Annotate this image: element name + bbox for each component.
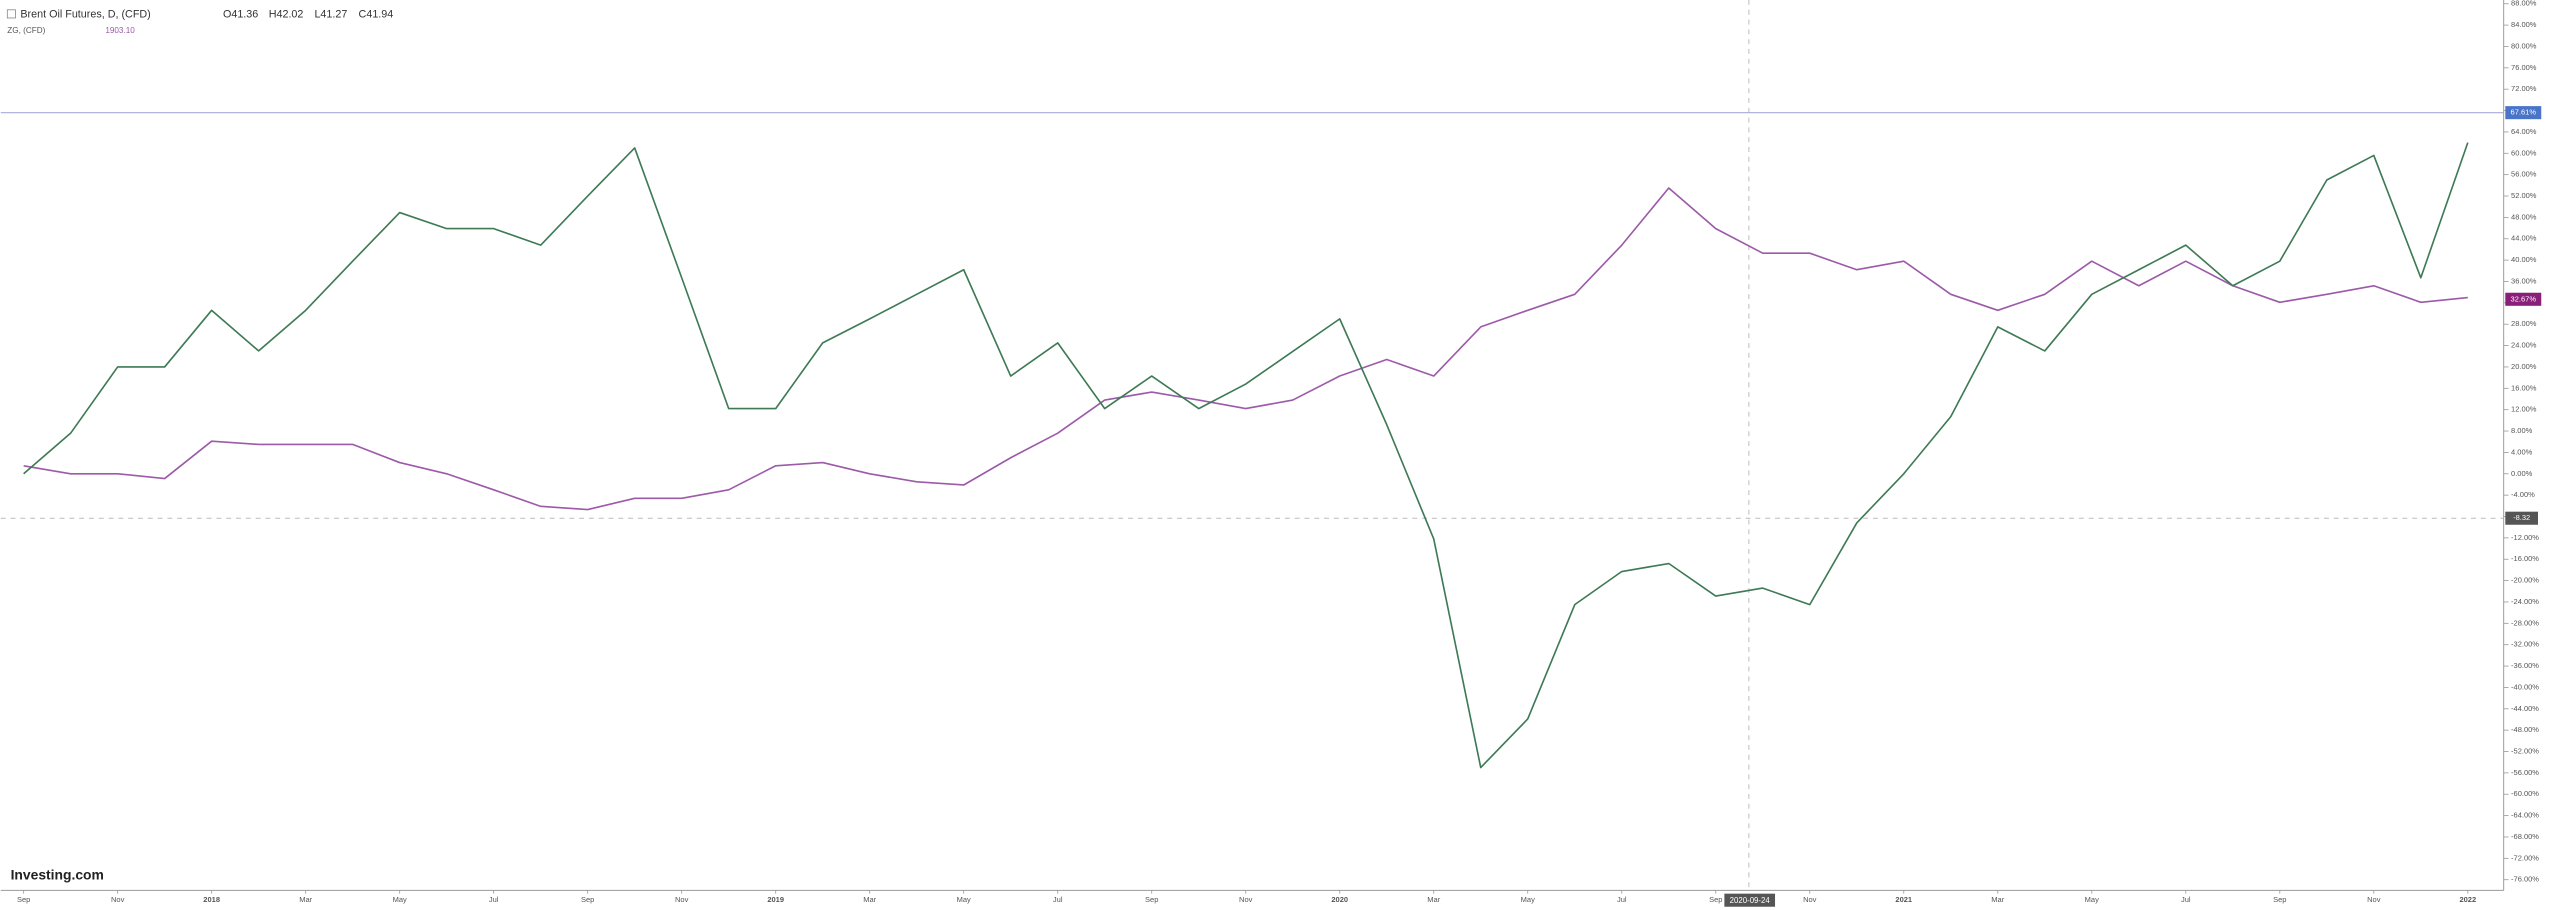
y-tick-label: -16.00% [2511,554,2539,563]
y-tick-label: -12.00% [2511,533,2539,542]
x-tick-label: Sep [1145,895,1158,904]
x-tick-label: Jul [1053,895,1063,904]
y-tick-label: 4.00% [2511,447,2533,456]
y-tick-label: 12.00% [2511,405,2537,414]
y-tick-label: -28.00% [2511,618,2539,627]
y-tick-label: -44.00% [2511,704,2539,713]
y-tick-label: 80.00% [2511,41,2537,50]
y-tick-label: -64.00% [2511,811,2539,820]
crosshair-x-badge [1724,893,1776,907]
x-tick-label: Sep [1709,895,1722,904]
y-tick-label: 48.00% [2511,212,2537,221]
ohlc-open: O41.36 [223,9,258,21]
y-tick-label: -52.00% [2511,747,2539,756]
last-value-label: 67.61% [2511,108,2537,117]
last-value-label: 32.67% [2511,294,2537,303]
y-tick-label: 8.00% [2511,426,2533,435]
last-value-badge [2505,292,2542,306]
y-tick-label: 28.00% [2511,319,2537,328]
chart-title: Brent Oil Futures, D, (CFD) [20,9,150,21]
x-tick-label: Mar [863,895,876,904]
crosshair-y-label: -8.32 [2513,513,2530,522]
y-tick-label: 72.00% [2511,84,2537,93]
y-tick-label: -56.00% [2511,768,2539,777]
x-tick-label: Mar [1427,895,1440,904]
ohlc-low: L41.27 [314,9,347,21]
x-tick-label: Nov [111,895,125,904]
subtitle-value: 1903.10 [105,26,135,35]
x-tick-label: Mar [299,895,312,904]
x-tick-label: Sep [17,895,30,904]
y-tick-label: 64.00% [2511,127,2537,136]
x-tick-label: Nov [1239,895,1253,904]
x-tick-label: Jul [489,895,499,904]
subtitle: ZG, (CFD) [7,26,45,35]
x-tick-label: May [957,895,971,904]
x-tick-label: May [393,895,407,904]
x-tick-label: 2022 [2459,895,2476,904]
x-tick-label: Jul [1617,895,1627,904]
y-tick-label: 88.00% [2511,0,2537,8]
x-tick-label: Nov [1803,895,1817,904]
x-tick-label: Jul [2181,895,2191,904]
y-tick-label: 40.00% [2511,255,2537,264]
x-tick-label: Sep [2273,895,2286,904]
crosshair-y-badge [2505,511,2538,525]
y-tick-label: 24.00% [2511,341,2537,350]
y-tick-label: -68.00% [2511,832,2539,841]
x-tick-label: Nov [2367,895,2381,904]
last-value-badge [2505,106,2542,120]
x-tick-label: Sep [581,895,594,904]
y-tick-label: 84.00% [2511,20,2537,29]
ohlc-close: C41.94 [359,9,394,21]
y-tick-label: 0.00% [2511,469,2533,478]
x-tick-label: Mar [1991,895,2004,904]
y-tick-label: -72.00% [2511,853,2539,862]
y-tick-label: 56.00% [2511,170,2537,179]
x-tick-label: 2020 [1331,895,1348,904]
y-tick-label: -24.00% [2511,597,2539,606]
x-tick-label: 2019 [767,895,784,904]
y-tick-label: -48.00% [2511,725,2539,734]
collapse-icon[interactable] [6,9,16,19]
x-tick-label: May [1521,895,1535,904]
y-tick-label: 60.00% [2511,148,2537,157]
x-tick-label: 2018 [203,895,220,904]
y-tick-label: -32.00% [2511,640,2539,649]
y-tick-label: 20.00% [2511,362,2537,371]
x-tick-label: May [2085,895,2099,904]
crosshair-x-label: 2020-09-24 [1730,896,1771,905]
series-line [23,142,2469,769]
y-tick-label: -40.00% [2511,682,2539,691]
y-tick-label: -4.00% [2511,490,2535,499]
ohlc-high: H42.02 [269,9,304,21]
y-tick-label: -36.00% [2511,661,2539,670]
y-tick-label: 16.00% [2511,383,2537,392]
y-tick-label: 44.00% [2511,234,2537,243]
y-tick-label: 76.00% [2511,63,2537,72]
watermark: Investing.com [11,866,104,882]
x-tick-label: 2021 [1895,895,1912,904]
x-tick-label: Nov [675,895,689,904]
y-tick-label: 52.00% [2511,191,2537,200]
series-line [23,187,2468,511]
y-tick-label: -76.00% [2511,875,2539,884]
y-tick-label: -60.00% [2511,789,2539,798]
y-tick-label: -20.00% [2511,576,2539,585]
y-tick-label: 36.00% [2511,276,2537,285]
